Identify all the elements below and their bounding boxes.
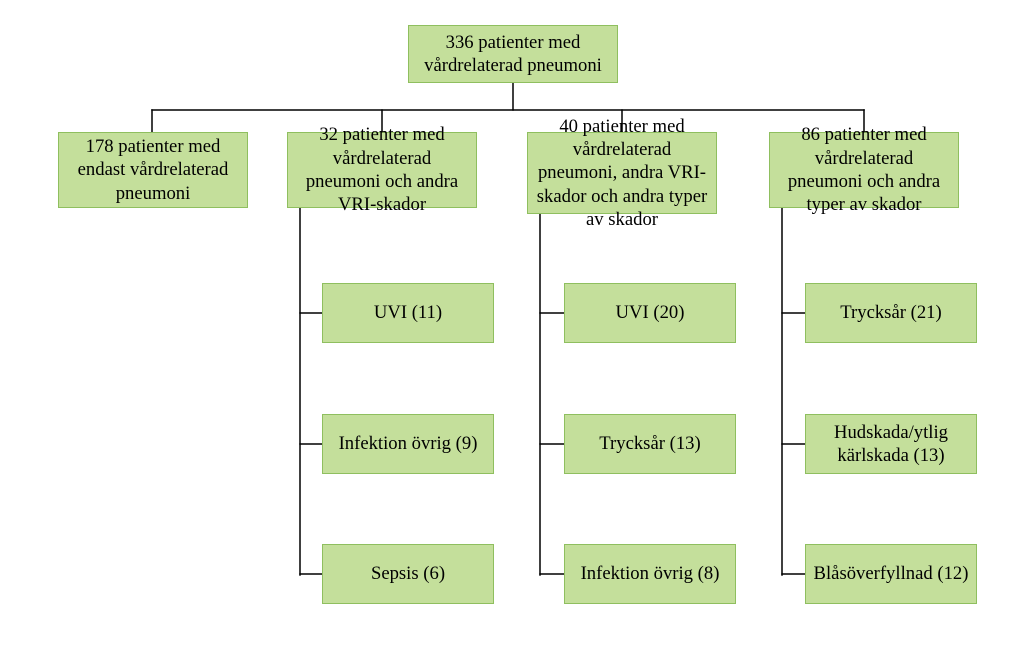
node-b2c3: Sepsis (6) <box>322 544 494 604</box>
node-b4c1: Trycksår (21) <box>805 283 977 343</box>
node-b2: 32 patienter med vårdrelaterad pneumoni … <box>287 132 477 208</box>
node-b3c2: Trycksår (13) <box>564 414 736 474</box>
node-b4c3: Blåsöverfyllnad (12) <box>805 544 977 604</box>
node-b2c1: UVI (11) <box>322 283 494 343</box>
node-root: 336 patienter med vårdrelaterad pneumoni <box>408 25 618 83</box>
node-b4: 86 patienter med vårdrelaterad pneumoni … <box>769 132 959 208</box>
node-b2c2: Infektion övrig (9) <box>322 414 494 474</box>
node-b1: 178 patienter med endast vårdrelaterad p… <box>58 132 248 208</box>
node-b3: 40 patienter med vårdrelaterad pneumoni,… <box>527 132 717 214</box>
node-b3c3: Infektion övrig (8) <box>564 544 736 604</box>
node-b3c1: UVI (20) <box>564 283 736 343</box>
node-b4c2: Hudskada/ytlig kärlskada (13) <box>805 414 977 474</box>
